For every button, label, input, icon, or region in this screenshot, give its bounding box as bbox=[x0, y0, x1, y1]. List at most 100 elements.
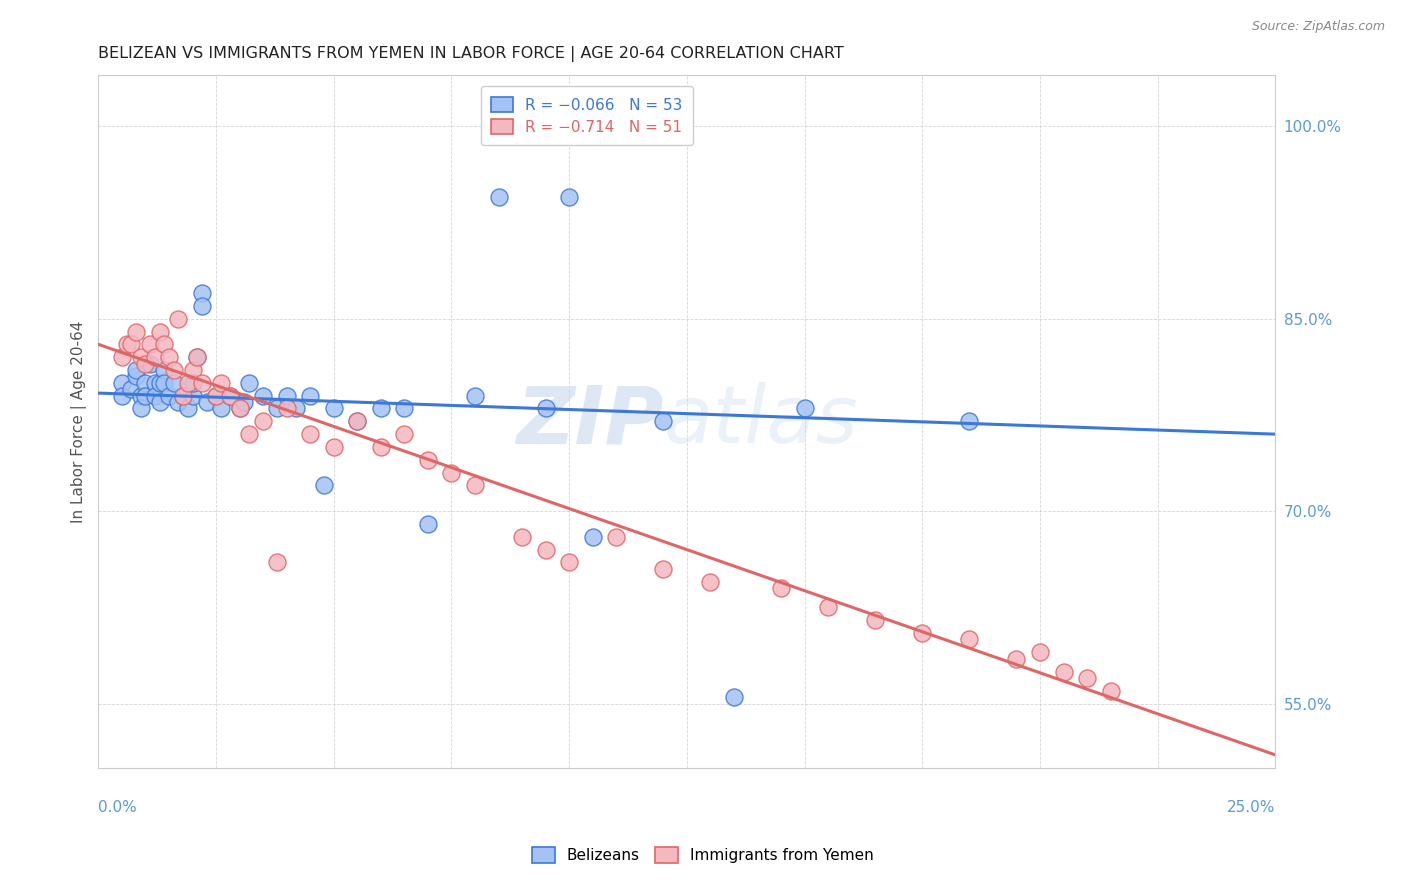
Point bbox=[125, 369, 148, 384]
Point bbox=[299, 389, 322, 403]
Point bbox=[139, 357, 162, 371]
Point bbox=[134, 389, 156, 403]
Point bbox=[129, 389, 152, 403]
Point bbox=[534, 542, 557, 557]
Point bbox=[191, 285, 214, 300]
Point bbox=[143, 389, 166, 403]
Point bbox=[195, 395, 218, 409]
Point bbox=[238, 427, 260, 442]
Point bbox=[177, 401, 200, 416]
Text: Source: ZipAtlas.com: Source: ZipAtlas.com bbox=[1251, 20, 1385, 33]
Point bbox=[370, 401, 392, 416]
Point bbox=[167, 395, 190, 409]
Point bbox=[322, 401, 344, 416]
Point bbox=[1005, 651, 1028, 665]
Point bbox=[299, 427, 322, 442]
Point bbox=[134, 376, 156, 390]
Point bbox=[464, 478, 486, 492]
Point bbox=[167, 311, 190, 326]
Point bbox=[770, 581, 793, 595]
Point bbox=[865, 613, 887, 627]
Point bbox=[699, 574, 721, 589]
Point bbox=[957, 414, 980, 428]
Text: BELIZEAN VS IMMIGRANTS FROM YEMEN IN LABOR FORCE | AGE 20-64 CORRELATION CHART: BELIZEAN VS IMMIGRANTS FROM YEMEN IN LAB… bbox=[98, 46, 844, 62]
Point bbox=[129, 350, 152, 364]
Point bbox=[219, 389, 242, 403]
Point bbox=[266, 401, 288, 416]
Point bbox=[157, 350, 180, 364]
Point bbox=[111, 376, 134, 390]
Point bbox=[125, 363, 148, 377]
Point bbox=[558, 556, 581, 570]
Point bbox=[957, 632, 980, 647]
Point bbox=[534, 401, 557, 416]
Point bbox=[346, 414, 368, 428]
Point bbox=[252, 389, 274, 403]
Point bbox=[191, 376, 214, 390]
Point bbox=[209, 376, 232, 390]
Point bbox=[238, 376, 260, 390]
Point bbox=[1052, 665, 1074, 679]
Text: ZIP: ZIP bbox=[516, 383, 664, 460]
Point bbox=[266, 556, 288, 570]
Point bbox=[134, 357, 156, 371]
Point bbox=[143, 350, 166, 364]
Point bbox=[111, 350, 134, 364]
Point bbox=[125, 325, 148, 339]
Point bbox=[153, 337, 176, 351]
Point bbox=[416, 516, 439, 531]
Point bbox=[440, 466, 463, 480]
Point bbox=[652, 562, 675, 576]
Point bbox=[228, 401, 250, 416]
Point bbox=[181, 376, 204, 390]
Point bbox=[488, 190, 510, 204]
Point bbox=[186, 350, 208, 364]
Point bbox=[394, 427, 416, 442]
Point bbox=[111, 389, 134, 403]
Point bbox=[911, 626, 934, 640]
Point bbox=[153, 376, 176, 390]
Point bbox=[1076, 671, 1098, 685]
Point bbox=[793, 401, 815, 416]
Point bbox=[148, 395, 170, 409]
Point bbox=[582, 530, 605, 544]
Point bbox=[181, 389, 204, 403]
Point bbox=[148, 325, 170, 339]
Point bbox=[139, 337, 162, 351]
Point bbox=[276, 401, 298, 416]
Point bbox=[464, 389, 486, 403]
Legend: Belizeans, Immigrants from Yemen: Belizeans, Immigrants from Yemen bbox=[524, 839, 882, 871]
Point bbox=[129, 401, 152, 416]
Point bbox=[219, 389, 242, 403]
Point bbox=[172, 389, 194, 403]
Point bbox=[177, 376, 200, 390]
Point bbox=[205, 389, 228, 403]
Point bbox=[1099, 683, 1122, 698]
Point bbox=[652, 414, 675, 428]
Point bbox=[186, 350, 208, 364]
Point bbox=[346, 414, 368, 428]
Point bbox=[148, 376, 170, 390]
Point bbox=[817, 600, 839, 615]
Point bbox=[191, 299, 214, 313]
Point bbox=[143, 376, 166, 390]
Text: atlas: atlas bbox=[664, 383, 858, 460]
Point bbox=[723, 690, 745, 705]
Point bbox=[163, 376, 186, 390]
Point bbox=[120, 337, 142, 351]
Point bbox=[394, 401, 416, 416]
Point bbox=[172, 389, 194, 403]
Point bbox=[322, 440, 344, 454]
Point bbox=[285, 401, 308, 416]
Point bbox=[209, 401, 232, 416]
Point bbox=[416, 452, 439, 467]
Point bbox=[181, 363, 204, 377]
Point bbox=[276, 389, 298, 403]
Point bbox=[157, 389, 180, 403]
Point bbox=[120, 382, 142, 396]
Point bbox=[153, 363, 176, 377]
Point bbox=[314, 478, 336, 492]
Point bbox=[233, 395, 256, 409]
Text: 25.0%: 25.0% bbox=[1227, 800, 1275, 814]
Text: 0.0%: 0.0% bbox=[98, 800, 138, 814]
